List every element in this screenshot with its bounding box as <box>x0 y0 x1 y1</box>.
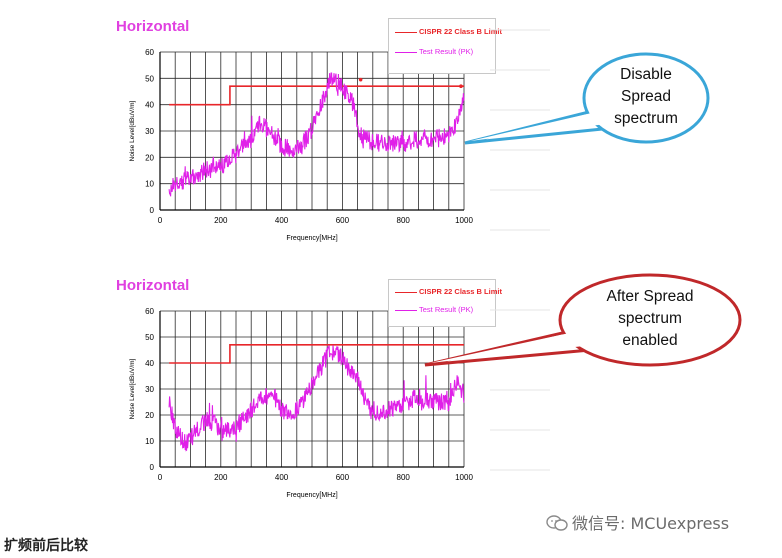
legend-label-limit: CISPR 22 Class B Limit <box>419 287 502 296</box>
x-axis-label: Frequency[MHz] <box>286 235 337 242</box>
callout-disable <box>464 52 710 145</box>
watermark: 微信号: MCUexpress <box>546 510 729 534</box>
legend-label-result: Test Result (PK) <box>419 305 474 314</box>
legend-label-limit: CISPR 22 Class B Limit <box>419 27 502 36</box>
x-tick-label: 600 <box>336 473 350 482</box>
chart-panel-bottom: Horizontal 0 10 20 30 40 50 60 0 200 400 600 800 100… <box>108 271 502 511</box>
y-tick-label: 60 <box>145 48 154 57</box>
y-tick-label: 50 <box>145 333 154 342</box>
y-tick-label: 50 <box>145 74 154 83</box>
wechat-icon <box>546 515 568 531</box>
x-tick-label: 200 <box>214 473 228 482</box>
y-tick-label: 20 <box>145 411 154 420</box>
x-tick-label: 1000 <box>455 216 473 225</box>
y-axis-label: Noise Level[dBuV/m] <box>129 358 136 419</box>
callout-enabled <box>424 273 742 367</box>
legend-swatch-result <box>395 309 417 311</box>
marker-point <box>459 84 463 89</box>
y-tick-label: 40 <box>145 359 154 368</box>
series-limit-line <box>169 344 464 364</box>
y-tick-label: 0 <box>150 206 155 215</box>
watermark-text: 微信号: MCUexpress <box>572 514 730 533</box>
chart-legend: CISPR 22 Class B Limit Test Result (PK) <box>388 279 502 327</box>
x-tick-label: 800 <box>397 473 411 482</box>
sheet-grid-background <box>490 29 550 471</box>
x-tick-label: 800 <box>397 216 411 225</box>
y-axis-label: Noise Level[dBuV/m] <box>129 100 136 161</box>
y-tick-label: 20 <box>145 153 154 162</box>
legend-label-result: Test Result (PK) <box>419 47 474 56</box>
y-tick-label: 40 <box>145 101 154 110</box>
x-tick-label: 400 <box>275 216 289 225</box>
x-tick-label: 1000 <box>455 473 473 482</box>
chart-title: Horizontal <box>116 277 190 294</box>
legend-swatch-limit <box>395 291 417 293</box>
x-tick-label: 0 <box>158 473 163 482</box>
marker-point <box>358 77 363 82</box>
y-tick-label: 30 <box>145 385 154 394</box>
x-tick-label: 600 <box>336 216 350 225</box>
callout-disable-text: Disable Spread spectrum <box>614 66 678 127</box>
y-tick-label: 30 <box>145 127 154 136</box>
chart-legend: CISPR 22 Class B Limit Test Result (PK) <box>388 18 502 74</box>
chart-panel-top: Horizontal 0 10 20 30 40 50 60 0 200 400 600 800 100… <box>108 12 502 262</box>
chart-title: Horizontal <box>116 18 190 35</box>
x-axis-label: Frequency[MHz] <box>286 492 337 499</box>
legend-swatch-result <box>395 51 417 53</box>
callout-enabled-text: After Spread spectrum enabled <box>606 288 694 349</box>
x-tick-label: 0 <box>158 216 163 225</box>
legend-swatch-limit <box>395 31 417 33</box>
y-tick-label: 0 <box>150 463 155 472</box>
y-tick-label: 60 <box>145 307 154 316</box>
x-tick-label: 200 <box>214 216 228 225</box>
series-test-result-line <box>168 72 465 197</box>
y-tick-label: 10 <box>145 437 154 446</box>
y-tick-label: 10 <box>145 180 154 189</box>
x-tick-label: 400 <box>275 473 289 482</box>
series-test-result-line <box>168 345 465 452</box>
page-caption: 扩频前后比较 <box>4 538 88 554</box>
